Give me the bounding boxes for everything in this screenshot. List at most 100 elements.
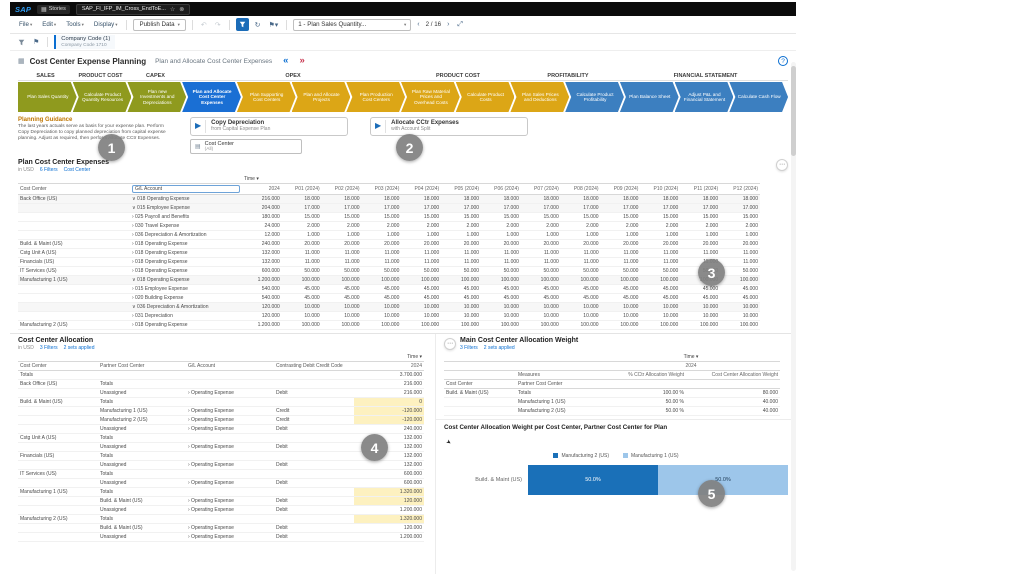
value-cell[interactable]: 11.000 [481, 257, 521, 267]
partner-cost-center-cell[interactable]: Unassigned [98, 532, 186, 542]
value-cell[interactable]: 15.000 [720, 212, 760, 222]
debit-credit-cell[interactable] [274, 514, 354, 524]
partner-cost-center-cell[interactable]: Totals [98, 379, 186, 389]
debit-credit-cell[interactable]: Debit [274, 442, 354, 452]
value-cell[interactable]: 17.000 [321, 203, 362, 213]
value-cell[interactable]: 2.000 [720, 221, 760, 231]
value-cell[interactable]: 11.000 [401, 257, 442, 267]
debit-credit-cell[interactable]: Debit [274, 388, 354, 398]
value-cell[interactable]: 2.000 [321, 221, 362, 231]
column-header[interactable]: Contrasting Debit Credit Code [274, 361, 354, 371]
gl-account-cell[interactable] [186, 487, 274, 497]
sets-applied-link[interactable]: 2 sets applied [483, 344, 515, 351]
value-cell[interactable]: 600.000 [354, 478, 424, 488]
gl-account-cell[interactable] [186, 370, 274, 380]
value-cell[interactable]: 45.000 [441, 293, 482, 303]
value-cell[interactable]: 17.000 [520, 203, 561, 213]
gl-account-input[interactable]: G/L Account [132, 184, 240, 193]
column-header[interactable]: Cost Center [18, 361, 98, 371]
cost-center-cell[interactable]: Cstg Unit A (US) [18, 433, 98, 443]
value-cell[interactable]: 1.000 [720, 230, 760, 240]
value-cell[interactable]: 132.000 [354, 433, 424, 443]
cost-center-header[interactable]: Cost Center [18, 183, 130, 195]
debit-credit-cell[interactable]: Debit [274, 496, 354, 506]
value-cell[interactable]: 18.000 [281, 194, 322, 204]
value-cell[interactable]: 11.000 [321, 257, 362, 267]
value-cell[interactable]: 50.000 [600, 266, 641, 276]
filters-link[interactable]: 3 Filters [460, 344, 478, 351]
time-dimension-header[interactable]: Time ▾ [354, 352, 424, 362]
cost-center-cell[interactable] [18, 415, 98, 425]
value-cell[interactable]: 11.000 [441, 248, 482, 258]
value-cell[interactable]: 10.000 [520, 311, 561, 321]
process-step[interactable]: Plan new Investments and Depreciations [127, 82, 186, 112]
value-cell[interactable]: 17.000 [281, 203, 322, 213]
value-cell[interactable]: 24.000 [242, 221, 282, 231]
value-cell[interactable]: 50.000 [361, 266, 402, 276]
cost-center-cell[interactable] [18, 523, 98, 533]
value-cell[interactable]: 1.000 [281, 230, 322, 240]
value-cell[interactable]: 11.000 [600, 257, 641, 267]
gl-account-cell[interactable]: › Operating Expense [186, 388, 274, 398]
bar-segment[interactable]: 50.0% [528, 464, 658, 495]
value-cell[interactable]: 15.000 [640, 212, 681, 222]
gl-account-cell[interactable]: › 018 Operating Expense [130, 266, 242, 276]
month-column-header[interactable]: P12 (2024) [720, 183, 760, 195]
value-cell[interactable]: 45.000 [600, 284, 641, 294]
partner-cost-center-cell[interactable]: Manufacturing 2 (US) [98, 415, 186, 425]
value-cell[interactable]: 11.000 [520, 257, 561, 267]
more-menu-button[interactable]: ⋯ [776, 158, 788, 171]
year-column-header[interactable]: 2024 [602, 361, 781, 371]
value-cell[interactable]: 1.200.000 [354, 505, 424, 515]
value-cell[interactable]: 17.000 [441, 203, 482, 213]
value-cell[interactable]: 50.000 [481, 266, 521, 276]
value-cell[interactable]: 45.000 [720, 284, 760, 294]
value-cell[interactable]: 10.000 [560, 302, 601, 312]
gl-account-cell[interactable]: › Operating Expense [186, 496, 274, 506]
cost-center-cell[interactable]: IT Services (US) [18, 266, 130, 276]
gl-account-cell[interactable] [186, 379, 274, 389]
value-cell[interactable]: 10.000 [640, 311, 681, 321]
value-cell[interactable]: 45.000 [520, 284, 561, 294]
value-cell[interactable]: 45.000 [321, 284, 362, 294]
process-step[interactable]: Plan Sales Quantity [18, 82, 77, 112]
gl-account-cell[interactable]: › Operating Expense [186, 478, 274, 488]
value-cell[interactable]: 45.000 [281, 293, 322, 303]
value-cell[interactable]: 2.000 [361, 221, 402, 231]
value-cell[interactable]: 100.000 [361, 320, 402, 330]
partner-cost-center-cell[interactable]: Unassigned [98, 478, 186, 488]
debit-credit-cell[interactable] [274, 487, 354, 497]
value-cell[interactable]: 45.000 [600, 293, 641, 303]
value-cell[interactable]: 18.000 [720, 194, 760, 204]
value-cell[interactable]: 1.000 [321, 230, 362, 240]
sets-applied-link[interactable]: 2 sets applied [63, 344, 95, 351]
value-cell[interactable]: 45.000 [401, 284, 442, 294]
value-cell[interactable]: 100.000 [441, 320, 482, 330]
value-cell[interactable]: 20.000 [520, 239, 561, 249]
close-tab-icon[interactable]: ⊗ [179, 6, 185, 13]
value-cell[interactable]: 600.000 [242, 266, 282, 276]
value-cell[interactable]: 50.000 [720, 266, 760, 276]
value-cell[interactable]: 45.000 [441, 284, 482, 294]
refresh-icon[interactable]: ↻ [254, 21, 261, 29]
month-column-header[interactable]: P03 (2024) [361, 183, 402, 195]
menu-tools[interactable]: Tools ▾ [63, 20, 87, 29]
cost-center-cell[interactable]: Financials (US) [18, 257, 130, 267]
value-cell[interactable]: 45.000 [481, 284, 521, 294]
gl-account-cell[interactable]: ∨ 018 Operating Expense [130, 194, 242, 204]
value-cell[interactable]: 132.000 [242, 257, 282, 267]
debit-credit-cell[interactable]: Debit [274, 505, 354, 515]
partner-cost-center-cell[interactable]: Totals [516, 388, 602, 398]
value-cell[interactable]: 2.000 [600, 221, 641, 231]
process-step[interactable]: Plan Production Cost Centers [346, 82, 405, 112]
value-cell[interactable]: 10.000 [281, 302, 322, 312]
value-cell[interactable]: 45.000 [720, 293, 760, 303]
fullscreen-icon[interactable]: ⤢ [457, 20, 464, 28]
value-cell[interactable]: 216.000 [354, 388, 424, 398]
cost-center-cell[interactable]: Totals [18, 370, 98, 380]
value-cell[interactable]: 2.000 [481, 221, 521, 231]
value-cell[interactable]: 11.000 [640, 248, 681, 258]
value-cell[interactable]: 100.000 [720, 320, 760, 330]
cost-center-cell[interactable]: Build. & Maint (US) [444, 388, 516, 398]
cost-center-cell[interactable]: Manufacturing 1 (US) [18, 275, 130, 285]
